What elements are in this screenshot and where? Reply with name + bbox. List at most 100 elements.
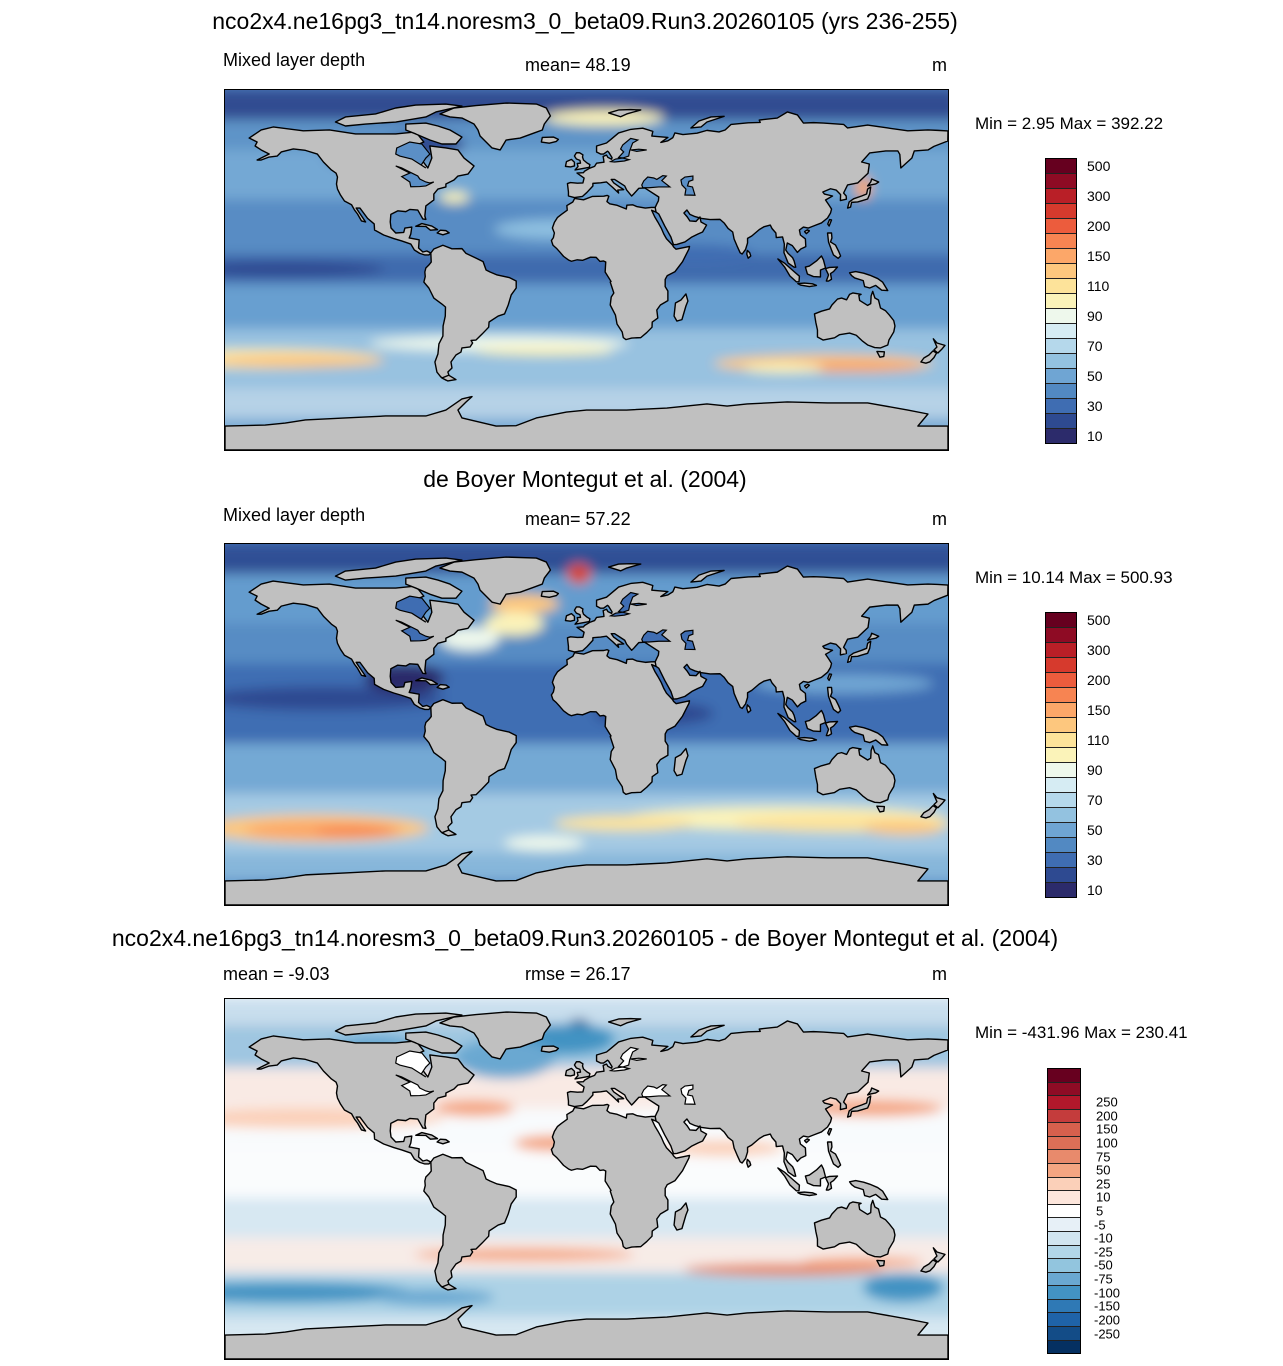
landmass <box>415 1131 439 1140</box>
panel3-minmax: Min = -431.96 Max = 230.41 <box>975 1023 1188 1042</box>
colorbar-swatch <box>1046 718 1076 733</box>
landmass <box>334 103 463 127</box>
colorbar-tick-label: 70 <box>1087 338 1103 355</box>
inland-sea <box>680 175 696 196</box>
colorbar-swatch <box>1046 628 1076 643</box>
colorbar-tick-label: -10 <box>1094 1230 1113 1246</box>
landmass <box>334 557 463 581</box>
colorbar-tick-label: 30 <box>1087 852 1103 869</box>
landmass <box>690 1024 725 1038</box>
landmass <box>564 612 576 622</box>
colorbar-tick-label: 75 <box>1096 1149 1111 1165</box>
landmass <box>550 194 691 341</box>
field-anomaly <box>225 686 445 711</box>
landmass <box>415 677 439 686</box>
inland-sea <box>630 1057 647 1061</box>
landmass <box>827 1127 833 1136</box>
landmass <box>848 725 889 746</box>
colorbar-tick-label: 50 <box>1087 368 1103 385</box>
colorbar-swatch <box>1046 399 1076 414</box>
landmass <box>550 1103 691 1250</box>
landmass <box>405 122 463 145</box>
field-anomaly <box>225 261 385 277</box>
colorbar-tick-label: 200 <box>1087 217 1111 234</box>
colorbar-tick-label: 150 <box>1096 1121 1118 1137</box>
landmass <box>826 232 842 260</box>
colorbar-swatch <box>1046 868 1076 883</box>
landmass <box>827 218 833 227</box>
colorbar-swatch <box>1046 733 1076 748</box>
colorbar-swatch <box>1046 823 1076 838</box>
inland-sea <box>641 175 672 189</box>
colorbar-swatch <box>1048 1313 1080 1327</box>
field-anomaly <box>544 109 664 126</box>
colorbar-tick-label: 10 <box>1087 428 1103 445</box>
panel3-mean-label: mean = -9.03 <box>223 964 330 984</box>
landmass <box>540 1045 560 1053</box>
landmass <box>803 1138 811 1144</box>
colorbar-swatch <box>1046 808 1076 823</box>
field-anomaly <box>474 345 614 356</box>
colorbar-swatch <box>1048 1069 1080 1083</box>
panel2-units-label: m <box>932 509 947 529</box>
colorbar-swatch <box>1046 159 1076 174</box>
colorbar-swatch <box>1048 1340 1080 1354</box>
landmass <box>797 282 818 288</box>
field-anomaly <box>314 826 395 837</box>
colorbar-swatch <box>1048 1245 1080 1260</box>
panel2-variable-label: Mixed layer depth <box>223 505 366 525</box>
panel1-colorbar <box>1045 158 1077 444</box>
colorbar-tick-label: 5 <box>1096 1203 1104 1219</box>
colorbar-swatch <box>1046 189 1076 204</box>
panel1-map <box>224 89 949 451</box>
colorbar-swatch <box>1048 1299 1080 1314</box>
landmass <box>932 1247 946 1263</box>
landmass <box>777 1167 801 1192</box>
landmass <box>876 1259 886 1267</box>
landmass <box>746 704 752 714</box>
colorbar-swatch <box>1046 853 1076 868</box>
panel2-mean-label: mean= 57.22 <box>525 509 631 529</box>
colorbar-tick-label: -150 <box>1094 1298 1121 1314</box>
colorbar-tick-label: 150 <box>1087 701 1111 718</box>
inland-sea <box>395 165 435 188</box>
colorbar-tick-label: 200 <box>1096 1108 1118 1124</box>
colorbar-swatch <box>1046 339 1076 354</box>
panel2-title: de Boyer Montegut et al. (2004) <box>423 466 747 492</box>
inland-sea <box>680 1084 696 1105</box>
colorbar-tick-label: -100 <box>1094 1285 1121 1301</box>
inland-sea <box>395 595 431 623</box>
landmass <box>813 745 896 804</box>
colorbar-swatch <box>1048 1191 1080 1205</box>
landmass <box>824 720 839 737</box>
colorbar-swatch <box>1048 1136 1080 1151</box>
colorbar-swatch <box>1048 1082 1080 1097</box>
colorbar-swatch <box>1046 673 1076 688</box>
colorbar-swatch <box>1046 429 1076 443</box>
landmass <box>405 576 463 599</box>
colorbar-tick-label: 150 <box>1087 247 1111 264</box>
panel3-map <box>224 998 949 1360</box>
landmass <box>803 229 811 235</box>
landmass <box>826 1141 842 1169</box>
colorbar-tick-label: -5 <box>1094 1217 1106 1233</box>
landmass <box>777 258 801 283</box>
landmass <box>866 178 880 187</box>
landmass <box>848 1179 889 1201</box>
landmass <box>423 244 517 381</box>
field-anomaly <box>439 191 470 204</box>
landmass <box>540 136 560 144</box>
landmass <box>439 556 552 605</box>
landmass <box>415 222 439 231</box>
landmass <box>607 1017 642 1027</box>
colorbar-swatch <box>1048 1150 1080 1165</box>
colorbar-swatch <box>1048 1259 1080 1273</box>
field-anomaly <box>225 1282 415 1303</box>
colorbar-tick-label: -75 <box>1094 1271 1113 1287</box>
landmass <box>439 102 552 151</box>
colorbar-swatch <box>1046 294 1076 309</box>
landmass <box>803 683 811 689</box>
field-anomaly <box>863 821 944 836</box>
field-anomaly <box>573 568 586 579</box>
landmass <box>690 115 725 129</box>
